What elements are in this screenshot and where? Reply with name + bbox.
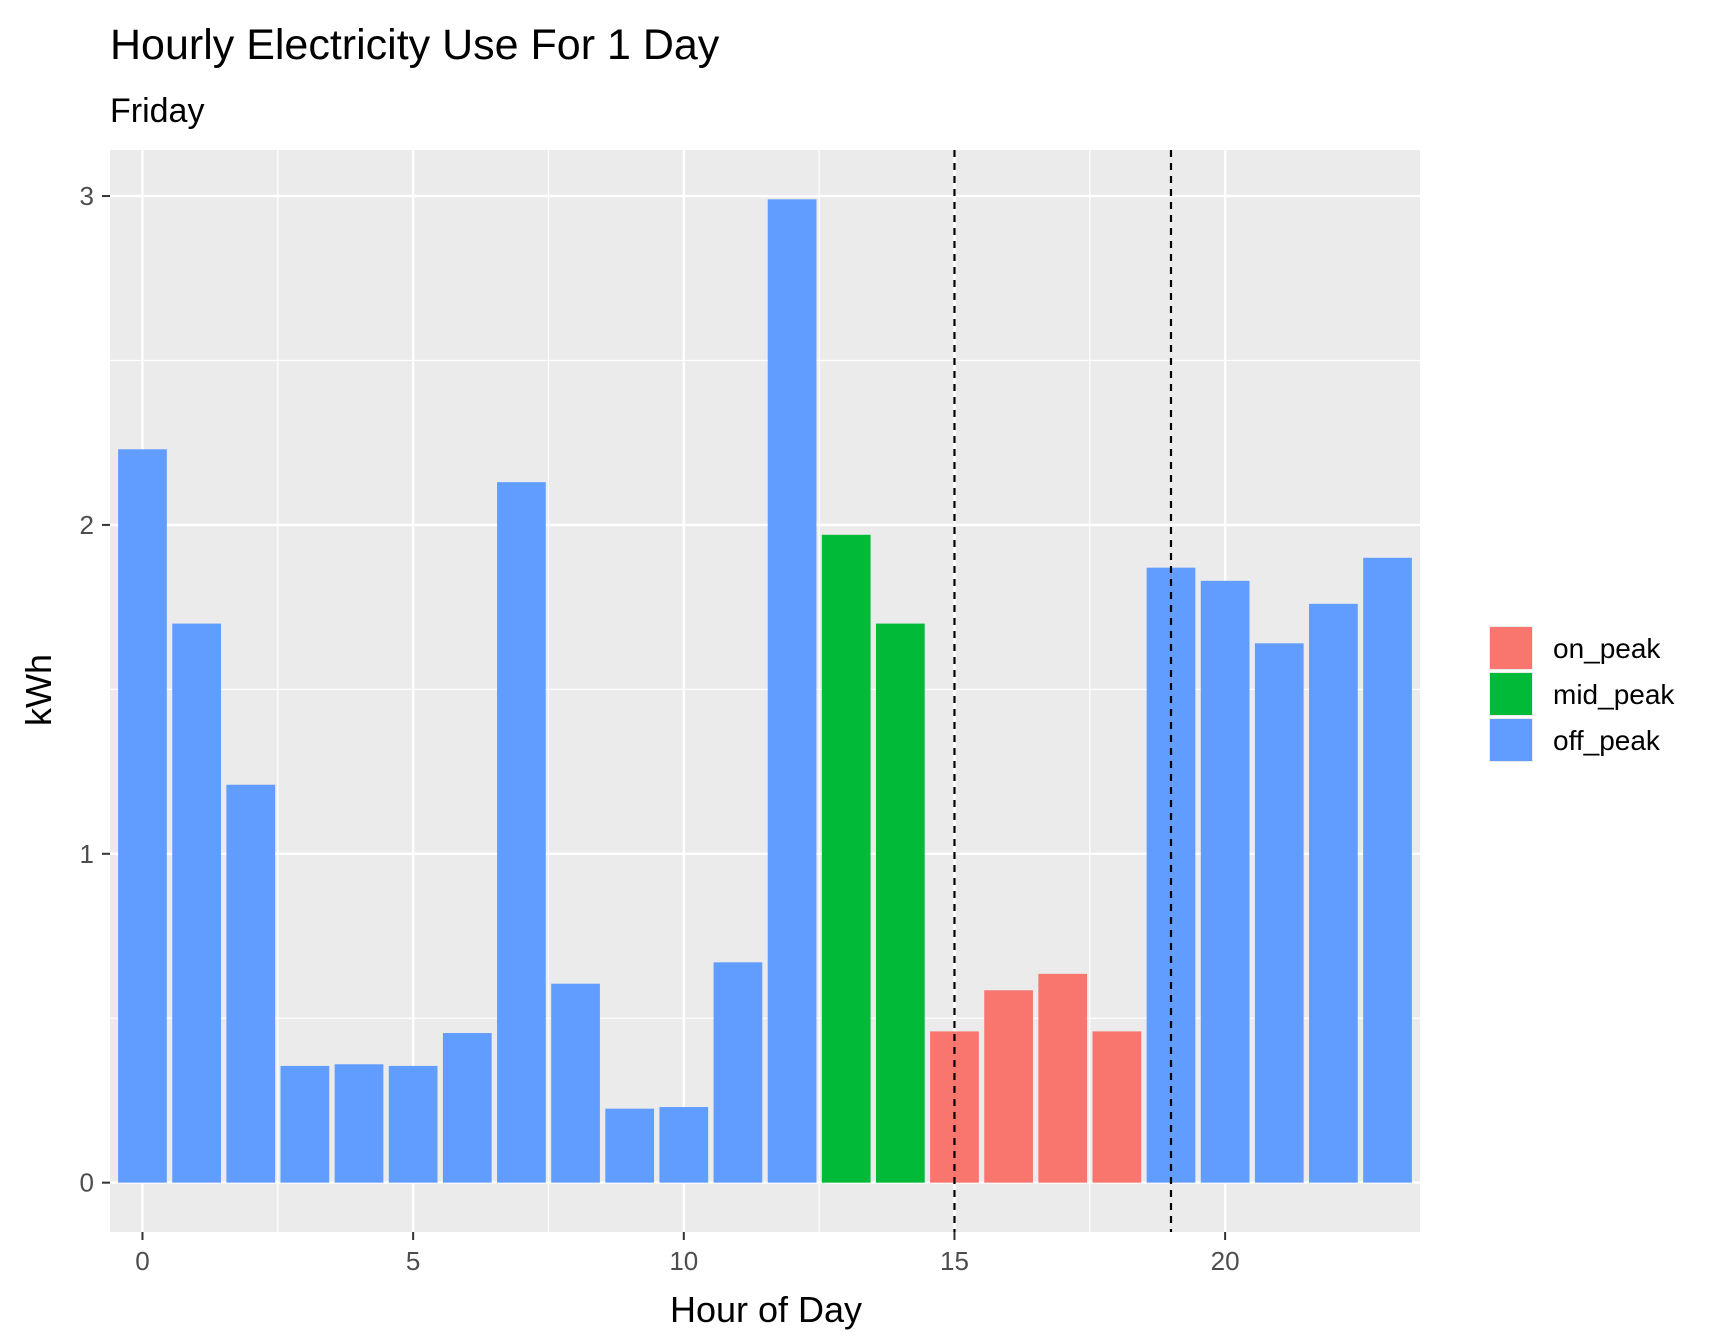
bar-hour-6 [442,1033,492,1183]
bar-hour-3 [280,1065,330,1183]
y-tick-label: 1 [80,839,94,869]
legend-swatch-off_peak [1490,719,1532,761]
x-tick-label: 0 [135,1246,149,1276]
x-tick-label: 10 [669,1246,698,1276]
bar-hour-12 [767,199,817,1183]
x-tick-label: 20 [1211,1246,1240,1276]
bar-hour-7 [497,482,546,1183]
bar-hour-21 [1254,643,1304,1183]
legend: on_peak mid_peak off_peak [1489,626,1675,762]
bar-hour-9 [605,1108,655,1183]
legend-label-mid_peak: mid_peak [1553,679,1675,710]
bar-hour-17 [1038,973,1088,1183]
bar-hour-8 [551,983,600,1183]
x-tick-label: 5 [406,1246,420,1276]
legend-label-off_peak: off_peak [1553,725,1661,756]
bar-hour-23 [1363,557,1412,1183]
bar-hour-0 [118,449,167,1183]
chart-title: Hourly Electricity Use For 1 Day [110,21,720,69]
y-tick-label: 2 [80,510,94,540]
bar-hour-20 [1200,580,1250,1183]
bar-hour-10 [659,1107,709,1183]
chart-subtitle: Friday [110,92,204,130]
y-axis: 0 1 2 3 [80,181,110,1198]
bar-hour-2 [226,784,276,1183]
y-tick-label: 3 [80,181,94,211]
bar-hour-14 [875,623,925,1183]
bars [118,199,1412,1183]
x-axis: 0 5 10 15 20 [135,1232,1240,1276]
bar-hour-13 [821,534,871,1183]
bar-hour-22 [1309,603,1358,1183]
bar-hour-11 [713,962,763,1183]
bar-hour-5 [388,1065,438,1183]
x-tick-label: 15 [940,1246,969,1276]
bar-hour-16 [984,990,1033,1183]
x-axis-title: Hour of Day [670,1289,862,1330]
period-boundary-lines [953,150,1173,1232]
y-tick-label: 0 [80,1168,94,1198]
legend-swatch-on_peak [1490,627,1532,669]
legend-label-on_peak: on_peak [1553,633,1661,664]
bar-hour-4 [334,1064,384,1183]
legend-swatch-mid_peak [1490,673,1532,715]
bar-hour-1 [172,623,221,1183]
bar-hour-15 [930,1031,979,1183]
y-axis-title: kWh [18,654,59,726]
bar-hour-18 [1092,1031,1142,1183]
